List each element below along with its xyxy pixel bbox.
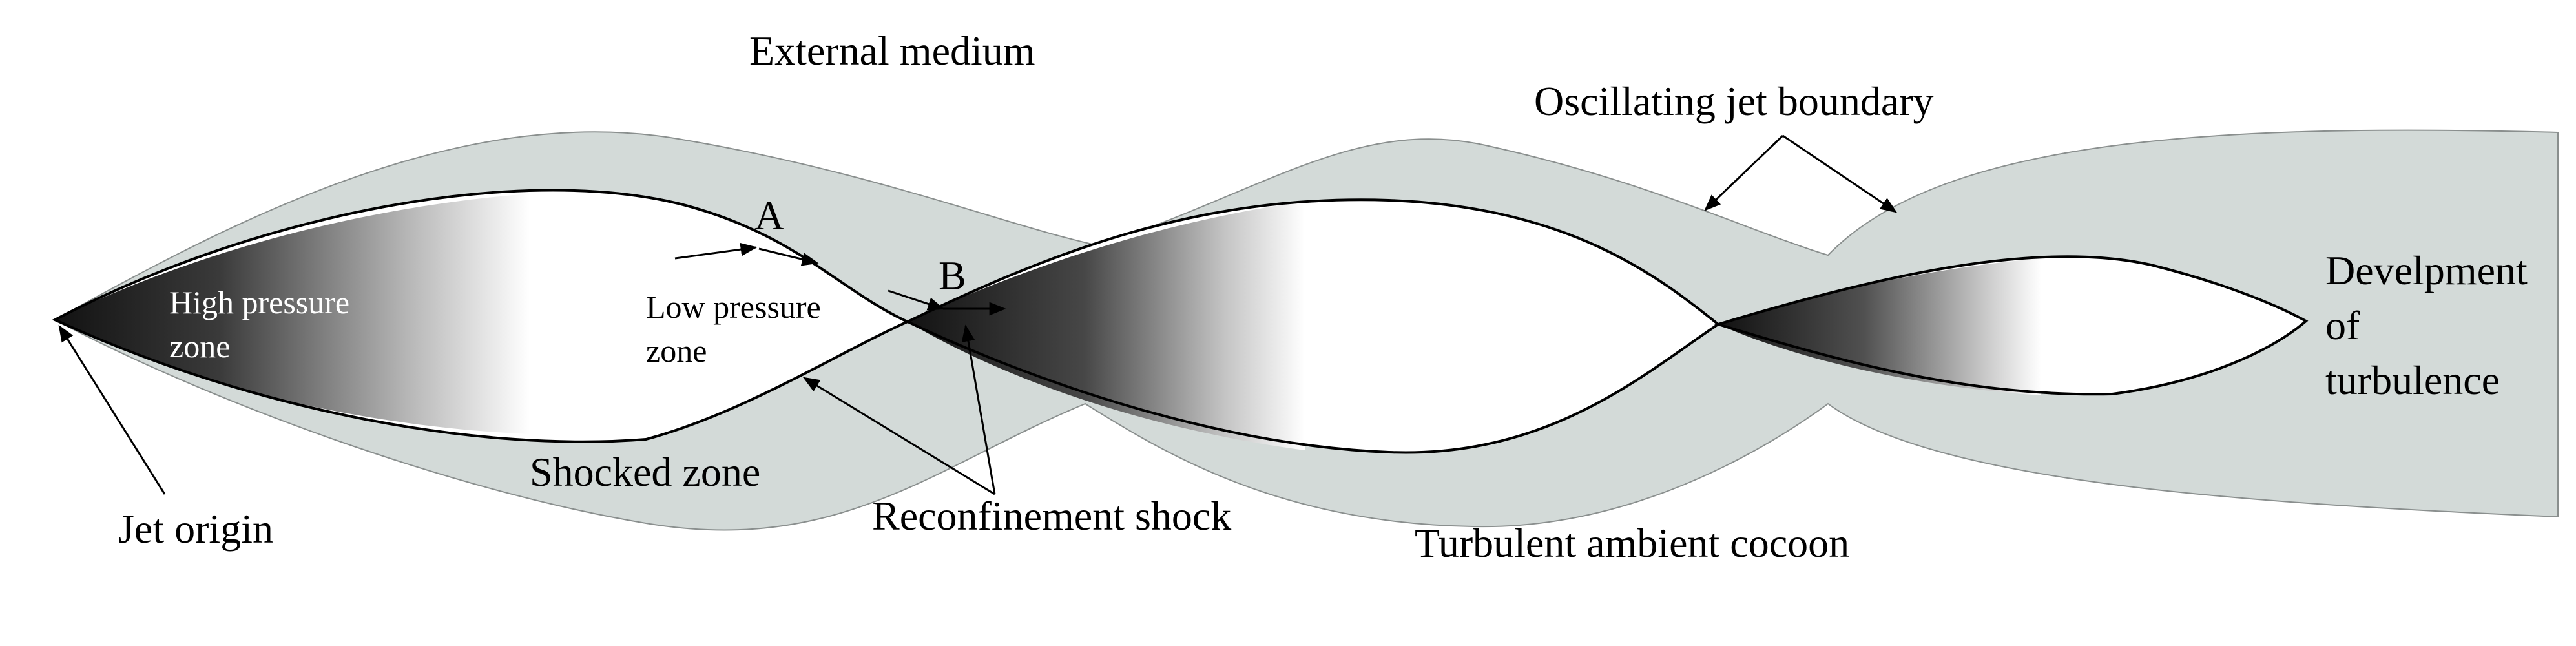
flow-arrow-a-out [758, 247, 819, 266]
shock-shade-3 [1718, 258, 2041, 395]
shocked-zone-label: Shocked zone [530, 449, 760, 495]
shock-shade-2 [908, 202, 1305, 450]
high-pressure-zone-label-line2: zone [169, 328, 230, 364]
jet-outline-3 [1714, 255, 2309, 396]
low-pressure-zone-label-line1: Low pressure [646, 289, 821, 325]
turbulent-ambient-cocoon-label: Turbulent ambient cocoon [1415, 520, 1849, 566]
reconfinement-arrow-left [802, 377, 995, 495]
development-of-turbulence-line3: turbulence [2325, 357, 2500, 403]
boundary-arrow-left [1704, 134, 1784, 211]
reconfinement-shock-label: Reconfinement shock [872, 493, 1231, 539]
development-of-turbulence-line1: Develpment [2325, 247, 2528, 293]
development-of-turbulence-line2: of [2325, 302, 2360, 348]
point-a-label: A [754, 193, 784, 238]
jet-origin-arrow [58, 324, 166, 495]
flow-arrow-a-in [674, 242, 758, 260]
flow-arrow-b-in [888, 289, 945, 311]
reconfinement-arrow-right [961, 324, 996, 495]
low-pressure-zone-label-line2: zone [646, 333, 707, 369]
high-pressure-zone-label-line1: High pressure [169, 284, 349, 320]
oscillating-jet-boundary-label: Oscillating jet boundary [1534, 78, 1934, 124]
boundary-arrow-right [1782, 134, 1898, 213]
external-medium-label: External medium [749, 28, 1035, 74]
high-pressure-zone-shade [55, 194, 530, 434]
jet-origin-label: Jet origin [118, 506, 273, 552]
point-b-label: B [939, 253, 966, 298]
